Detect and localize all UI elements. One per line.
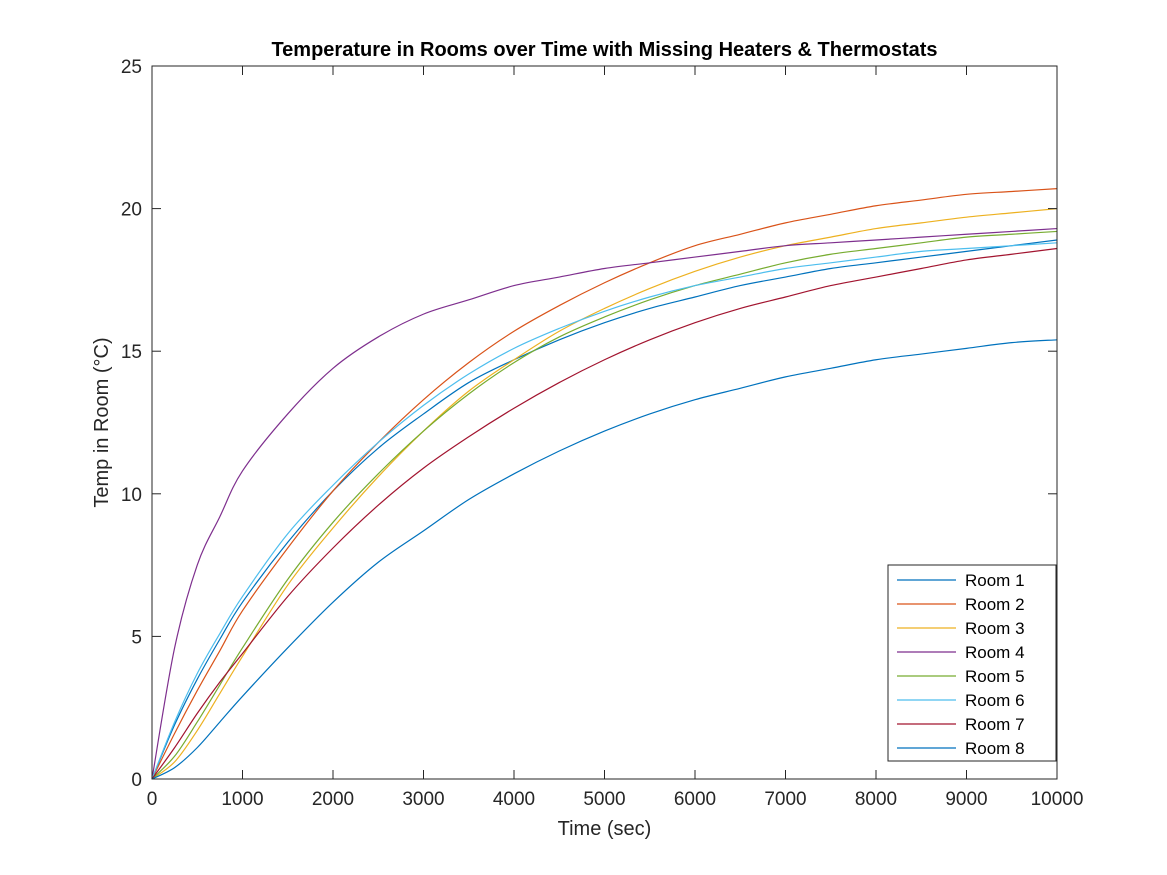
legend-label: Room 8: [965, 739, 1025, 758]
series-line-room-1: [151, 239, 1058, 780]
y-tick-label: 15: [121, 342, 142, 363]
legend-box: [887, 564, 1057, 762]
series-line-room-5: [151, 230, 1058, 780]
x-tick-label: 1000: [221, 789, 263, 810]
series-line-room-3: [151, 208, 1058, 780]
series-line-room-8: [151, 339, 1058, 780]
tick-layer: 0 1000 2000 3000 4000 5000 6000 7000 8000 9000 100…: [121, 57, 1084, 810]
y-tick-label: 5: [131, 627, 142, 648]
x-tick-label: 7000: [764, 789, 806, 810]
x-tick-label: 8000: [855, 789, 897, 810]
x-tick-label: 4000: [493, 789, 535, 810]
y-tick-label: 0: [131, 770, 142, 791]
legend-label: Room 7: [965, 715, 1025, 734]
series-line-room-6: [151, 242, 1058, 780]
x-tick-label: 5000: [583, 789, 625, 810]
y-tick-label: 20: [121, 200, 142, 221]
legend-label: Room 1: [965, 571, 1025, 590]
x-tick-label: 0: [147, 789, 158, 810]
series-line-room-4: [151, 227, 1058, 780]
x-tick-label: 6000: [674, 789, 716, 810]
legend-label: Room 2: [965, 595, 1025, 614]
legend-label: Room 4: [965, 643, 1025, 662]
x-tick-label: 10000: [1031, 789, 1084, 810]
legend-label: Room 5: [965, 667, 1025, 686]
y-axis-title: Temp in Room (°C): [91, 337, 113, 507]
x-tick-label: 9000: [945, 789, 987, 810]
y-tick-label: 25: [121, 57, 142, 78]
legend-label: Room 3: [965, 619, 1025, 638]
x-axis-title: Time (sec): [558, 818, 652, 840]
series-line-room-2: [151, 188, 1058, 780]
legend: Room 1 Room 2 Room 3 Room 4 Room 5 Room 6 Room…: [887, 564, 1057, 762]
legend-label: Room 6: [965, 691, 1025, 710]
y-tick-label: 10: [121, 485, 142, 506]
series-layer: [151, 188, 1058, 780]
series-line-room-7: [151, 247, 1058, 780]
chart-title: Temperature in Rooms over Time with Miss…: [271, 39, 937, 61]
x-tick-label: 2000: [312, 789, 354, 810]
x-tick-label: 3000: [402, 789, 444, 810]
